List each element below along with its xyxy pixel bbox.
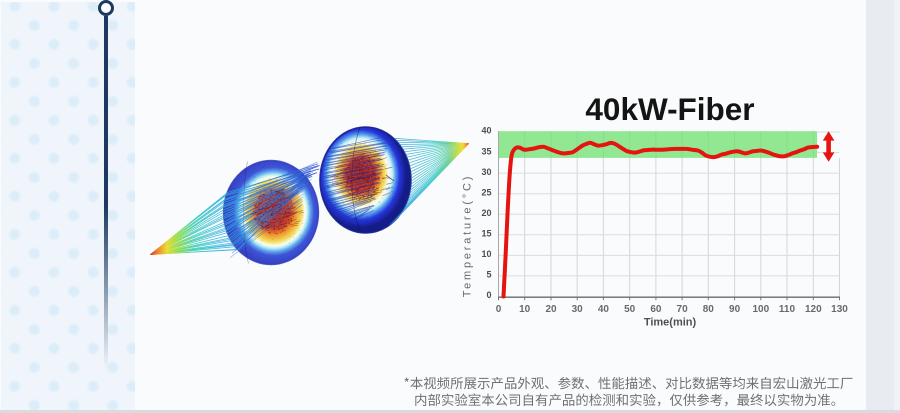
svg-text:110: 110: [779, 304, 796, 315]
svg-text:90: 90: [729, 304, 741, 315]
svg-text:35: 35: [481, 146, 491, 156]
svg-text:10: 10: [519, 304, 531, 315]
svg-text:15: 15: [481, 229, 491, 239]
svg-text:Temperature(°C): Temperature(°C): [462, 174, 474, 297]
svg-text:10: 10: [481, 249, 491, 259]
svg-text:5: 5: [486, 270, 491, 280]
svg-text:40: 40: [598, 304, 610, 315]
svg-text:80: 80: [703, 304, 715, 315]
svg-text:70: 70: [677, 304, 689, 315]
svg-text:0: 0: [496, 304, 502, 315]
svg-text:60: 60: [650, 304, 662, 315]
svg-text:30: 30: [572, 304, 584, 315]
svg-text:120: 120: [805, 304, 822, 315]
svg-text:Time(min): Time(min): [644, 317, 697, 329]
svg-text:130: 130: [831, 304, 848, 315]
svg-text:20: 20: [545, 304, 557, 315]
svg-text:50: 50: [624, 304, 636, 315]
svg-text:25: 25: [481, 187, 491, 197]
svg-text:20: 20: [481, 208, 491, 218]
svg-text:100: 100: [752, 304, 769, 315]
svg-text:40: 40: [481, 126, 491, 136]
svg-text:30: 30: [481, 167, 491, 177]
svg-text:0: 0: [486, 290, 491, 300]
